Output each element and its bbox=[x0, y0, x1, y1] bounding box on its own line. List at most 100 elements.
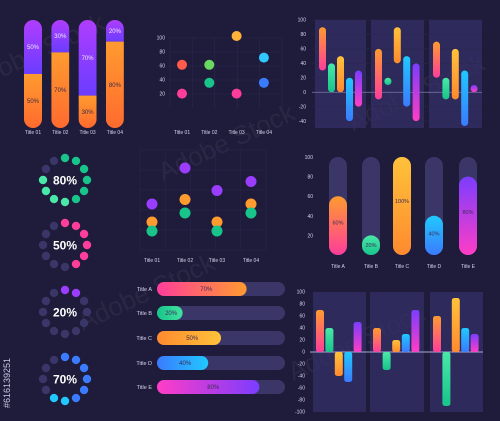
dumbbell-top-point bbox=[231, 31, 242, 41]
progress-fill bbox=[157, 306, 183, 320]
y-tick-label: 0 bbox=[302, 350, 305, 356]
ring-percent-label: 20% bbox=[53, 306, 77, 320]
progress-value-label: 80% bbox=[462, 210, 473, 216]
scatter-point bbox=[146, 216, 158, 228]
ring-dot bbox=[82, 175, 92, 185]
ring-dot bbox=[38, 175, 48, 185]
ring-dot bbox=[41, 296, 51, 306]
y-tick-label: -80 bbox=[298, 398, 305, 404]
x-tick-label: Title 01 bbox=[174, 130, 190, 136]
y-tick-label: 100 bbox=[297, 290, 306, 296]
floating-bar bbox=[319, 27, 326, 71]
y-tick-label: 20 bbox=[307, 233, 313, 239]
ring-dot bbox=[60, 396, 70, 406]
ring-dot bbox=[71, 221, 81, 231]
y-tick-label: 20 bbox=[300, 75, 306, 81]
diverging-bar bbox=[401, 334, 410, 352]
y-tick-label: 60 bbox=[300, 47, 306, 53]
dumbbell-bottom-point bbox=[231, 88, 242, 99]
y-tick-label: -40 bbox=[299, 119, 306, 125]
progress-value-label: 70% bbox=[200, 287, 213, 293]
scatter-point bbox=[211, 225, 223, 237]
ring-dot bbox=[41, 164, 51, 174]
dumbbell-top-point bbox=[177, 59, 187, 70]
ring-dot bbox=[79, 296, 89, 306]
x-tick-label: Title 04 bbox=[256, 130, 272, 136]
stacked-top-value-label: 50% bbox=[27, 45, 40, 51]
y-category-label: Title A bbox=[137, 287, 152, 293]
progress-fill bbox=[425, 215, 443, 255]
x-tick-label: Title A bbox=[331, 264, 345, 270]
ring-dot bbox=[60, 197, 70, 207]
stock-id-label: #616139251 bbox=[2, 358, 12, 408]
floating-bar bbox=[451, 48, 459, 100]
progress-fill bbox=[157, 331, 221, 345]
stacked-bottom-value-label: 70% bbox=[54, 88, 67, 94]
y-tick-label: 100 bbox=[298, 18, 307, 24]
ring-dot bbox=[79, 229, 89, 239]
y-tick-label: -60 bbox=[298, 386, 305, 392]
ring-dot bbox=[41, 363, 51, 373]
dumbbell-top-point bbox=[204, 59, 215, 70]
floating-bar bbox=[328, 63, 335, 93]
scatter-point bbox=[146, 225, 158, 237]
ring-percent-label: 50% bbox=[53, 239, 77, 253]
diverging-bar bbox=[433, 316, 441, 352]
y-tick-label: 60 bbox=[307, 194, 313, 200]
y-tick-label: 40 bbox=[159, 78, 165, 84]
ring-dot bbox=[71, 355, 81, 365]
stacked-bar-bottom-segment bbox=[105, 41, 124, 128]
progress-value-label: 80% bbox=[207, 385, 220, 391]
y-tick-label: 100 bbox=[305, 155, 314, 161]
y-category-label: Title B bbox=[137, 311, 153, 317]
ring-dot bbox=[71, 326, 81, 336]
stock-id-text: #616139251 bbox=[2, 358, 12, 408]
ring-dot bbox=[49, 326, 59, 336]
x-tick-label: Title 03 bbox=[228, 130, 244, 136]
dumbbell-top-point bbox=[258, 52, 269, 63]
diverging-bar bbox=[392, 340, 401, 352]
stacked-top-value-label: 30% bbox=[54, 34, 67, 40]
diverging-bar bbox=[442, 352, 451, 406]
progress-track bbox=[157, 306, 285, 320]
x-tick-label: Title 04 bbox=[107, 130, 123, 136]
scatter-point bbox=[245, 176, 257, 187]
ring-dot bbox=[71, 393, 81, 403]
y-tick-label: -20 bbox=[299, 104, 306, 110]
ring-dot bbox=[60, 218, 70, 228]
ring-dot bbox=[41, 186, 51, 196]
y-tick-label: -40 bbox=[298, 374, 305, 380]
ring-dot bbox=[82, 307, 92, 317]
ring-dot bbox=[60, 329, 70, 339]
x-tick-label: Title 04 bbox=[243, 258, 259, 264]
ring-percent-label: 80% bbox=[53, 174, 77, 188]
x-tick-label: Title D bbox=[427, 264, 442, 270]
x-tick-label: Title 03 bbox=[79, 130, 95, 136]
ring-dot bbox=[49, 288, 59, 298]
diverging-bar bbox=[325, 328, 334, 352]
y-category-label: Title C bbox=[136, 336, 152, 342]
y-category-label: Title D bbox=[136, 361, 152, 367]
progress-value-label: 50% bbox=[186, 336, 199, 342]
diverging-bar bbox=[334, 352, 343, 376]
y-tick-label: 80 bbox=[159, 50, 165, 56]
scatter-point bbox=[211, 216, 223, 228]
floating-bar bbox=[461, 70, 469, 126]
scatter-point bbox=[179, 162, 191, 174]
floating-bar bbox=[403, 56, 411, 107]
ring-dot bbox=[79, 164, 89, 174]
ring-dot bbox=[79, 186, 89, 196]
diverging-bar bbox=[316, 310, 324, 352]
stacked-bottom-value-label: 50% bbox=[27, 99, 40, 105]
y-tick-label: 0 bbox=[303, 90, 306, 96]
ring-percent-label: 70% bbox=[53, 373, 77, 387]
stacked-bar-top-segment bbox=[78, 20, 97, 96]
dumbbell-bottom-point bbox=[177, 88, 187, 99]
y-category-label: Title E bbox=[137, 385, 153, 391]
watermark-text: Adobe Stock bbox=[153, 97, 300, 187]
ring-dot bbox=[38, 374, 48, 384]
ring-dot bbox=[49, 355, 59, 365]
y-tick-label: 80 bbox=[307, 175, 313, 181]
stacked-top-value-label: 70% bbox=[82, 56, 95, 62]
